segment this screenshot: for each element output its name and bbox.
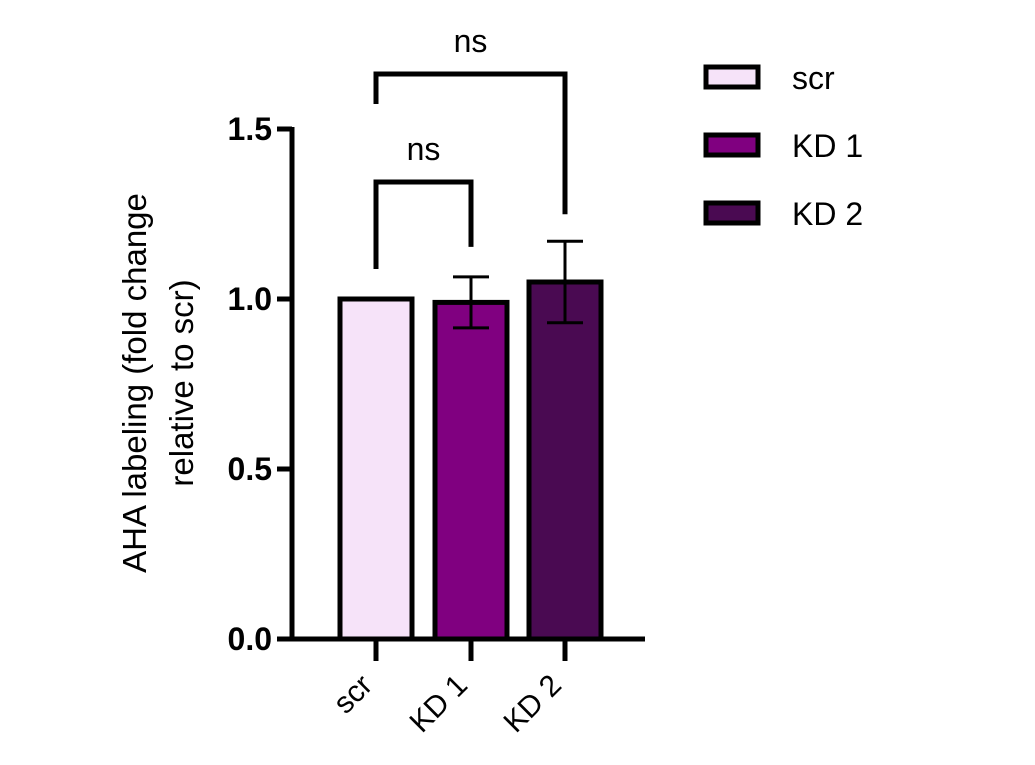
error-bars	[453, 239, 583, 330]
x-tick-label: scr	[327, 669, 379, 721]
significance-label: ns	[407, 131, 441, 167]
bar-kd-2	[526, 279, 604, 642]
y-tick-label: 0.5	[228, 451, 272, 487]
bars	[337, 279, 604, 642]
legend-swatch	[703, 132, 761, 158]
y-tick-label: 1.0	[228, 281, 272, 317]
y-tick-label: 1.5	[228, 111, 272, 147]
x-tick-label: KD 1	[403, 669, 474, 740]
significance-brackets: ns ns	[373, 23, 568, 269]
significance-bracket-2: ns	[373, 23, 568, 215]
y-axis-label-line-2: relative to scr)	[163, 279, 200, 486]
bar-kd-1	[432, 299, 510, 642]
legend-label: KD 1	[792, 128, 863, 164]
error-bar-kd-1	[453, 275, 489, 330]
bar-scr	[337, 296, 415, 642]
y-axis-label: AHA labeling (fold change relative to sc…	[116, 193, 200, 573]
legend-swatch	[703, 64, 761, 90]
legend-item-scr: scr	[703, 60, 835, 96]
error-bar-kd-2	[547, 239, 583, 325]
significance-label: ns	[454, 23, 488, 59]
significance-bracket-1: ns	[373, 131, 474, 269]
legend-item-kd-2: KD 2	[703, 196, 863, 232]
legend-label: KD 2	[792, 196, 863, 232]
bracket-line	[373, 179, 474, 269]
x-tick-label: KD 2	[497, 669, 568, 740]
y-tick-label: 0.0	[228, 621, 272, 657]
y-axis-label-line-1: AHA labeling (fold change	[116, 193, 153, 573]
legend-swatch	[703, 200, 761, 226]
legend-item-kd-1: KD 1	[703, 128, 863, 164]
legend-label: scr	[792, 60, 835, 96]
bracket-line	[373, 71, 568, 215]
legend: scr KD 1 KD 2	[703, 60, 863, 232]
